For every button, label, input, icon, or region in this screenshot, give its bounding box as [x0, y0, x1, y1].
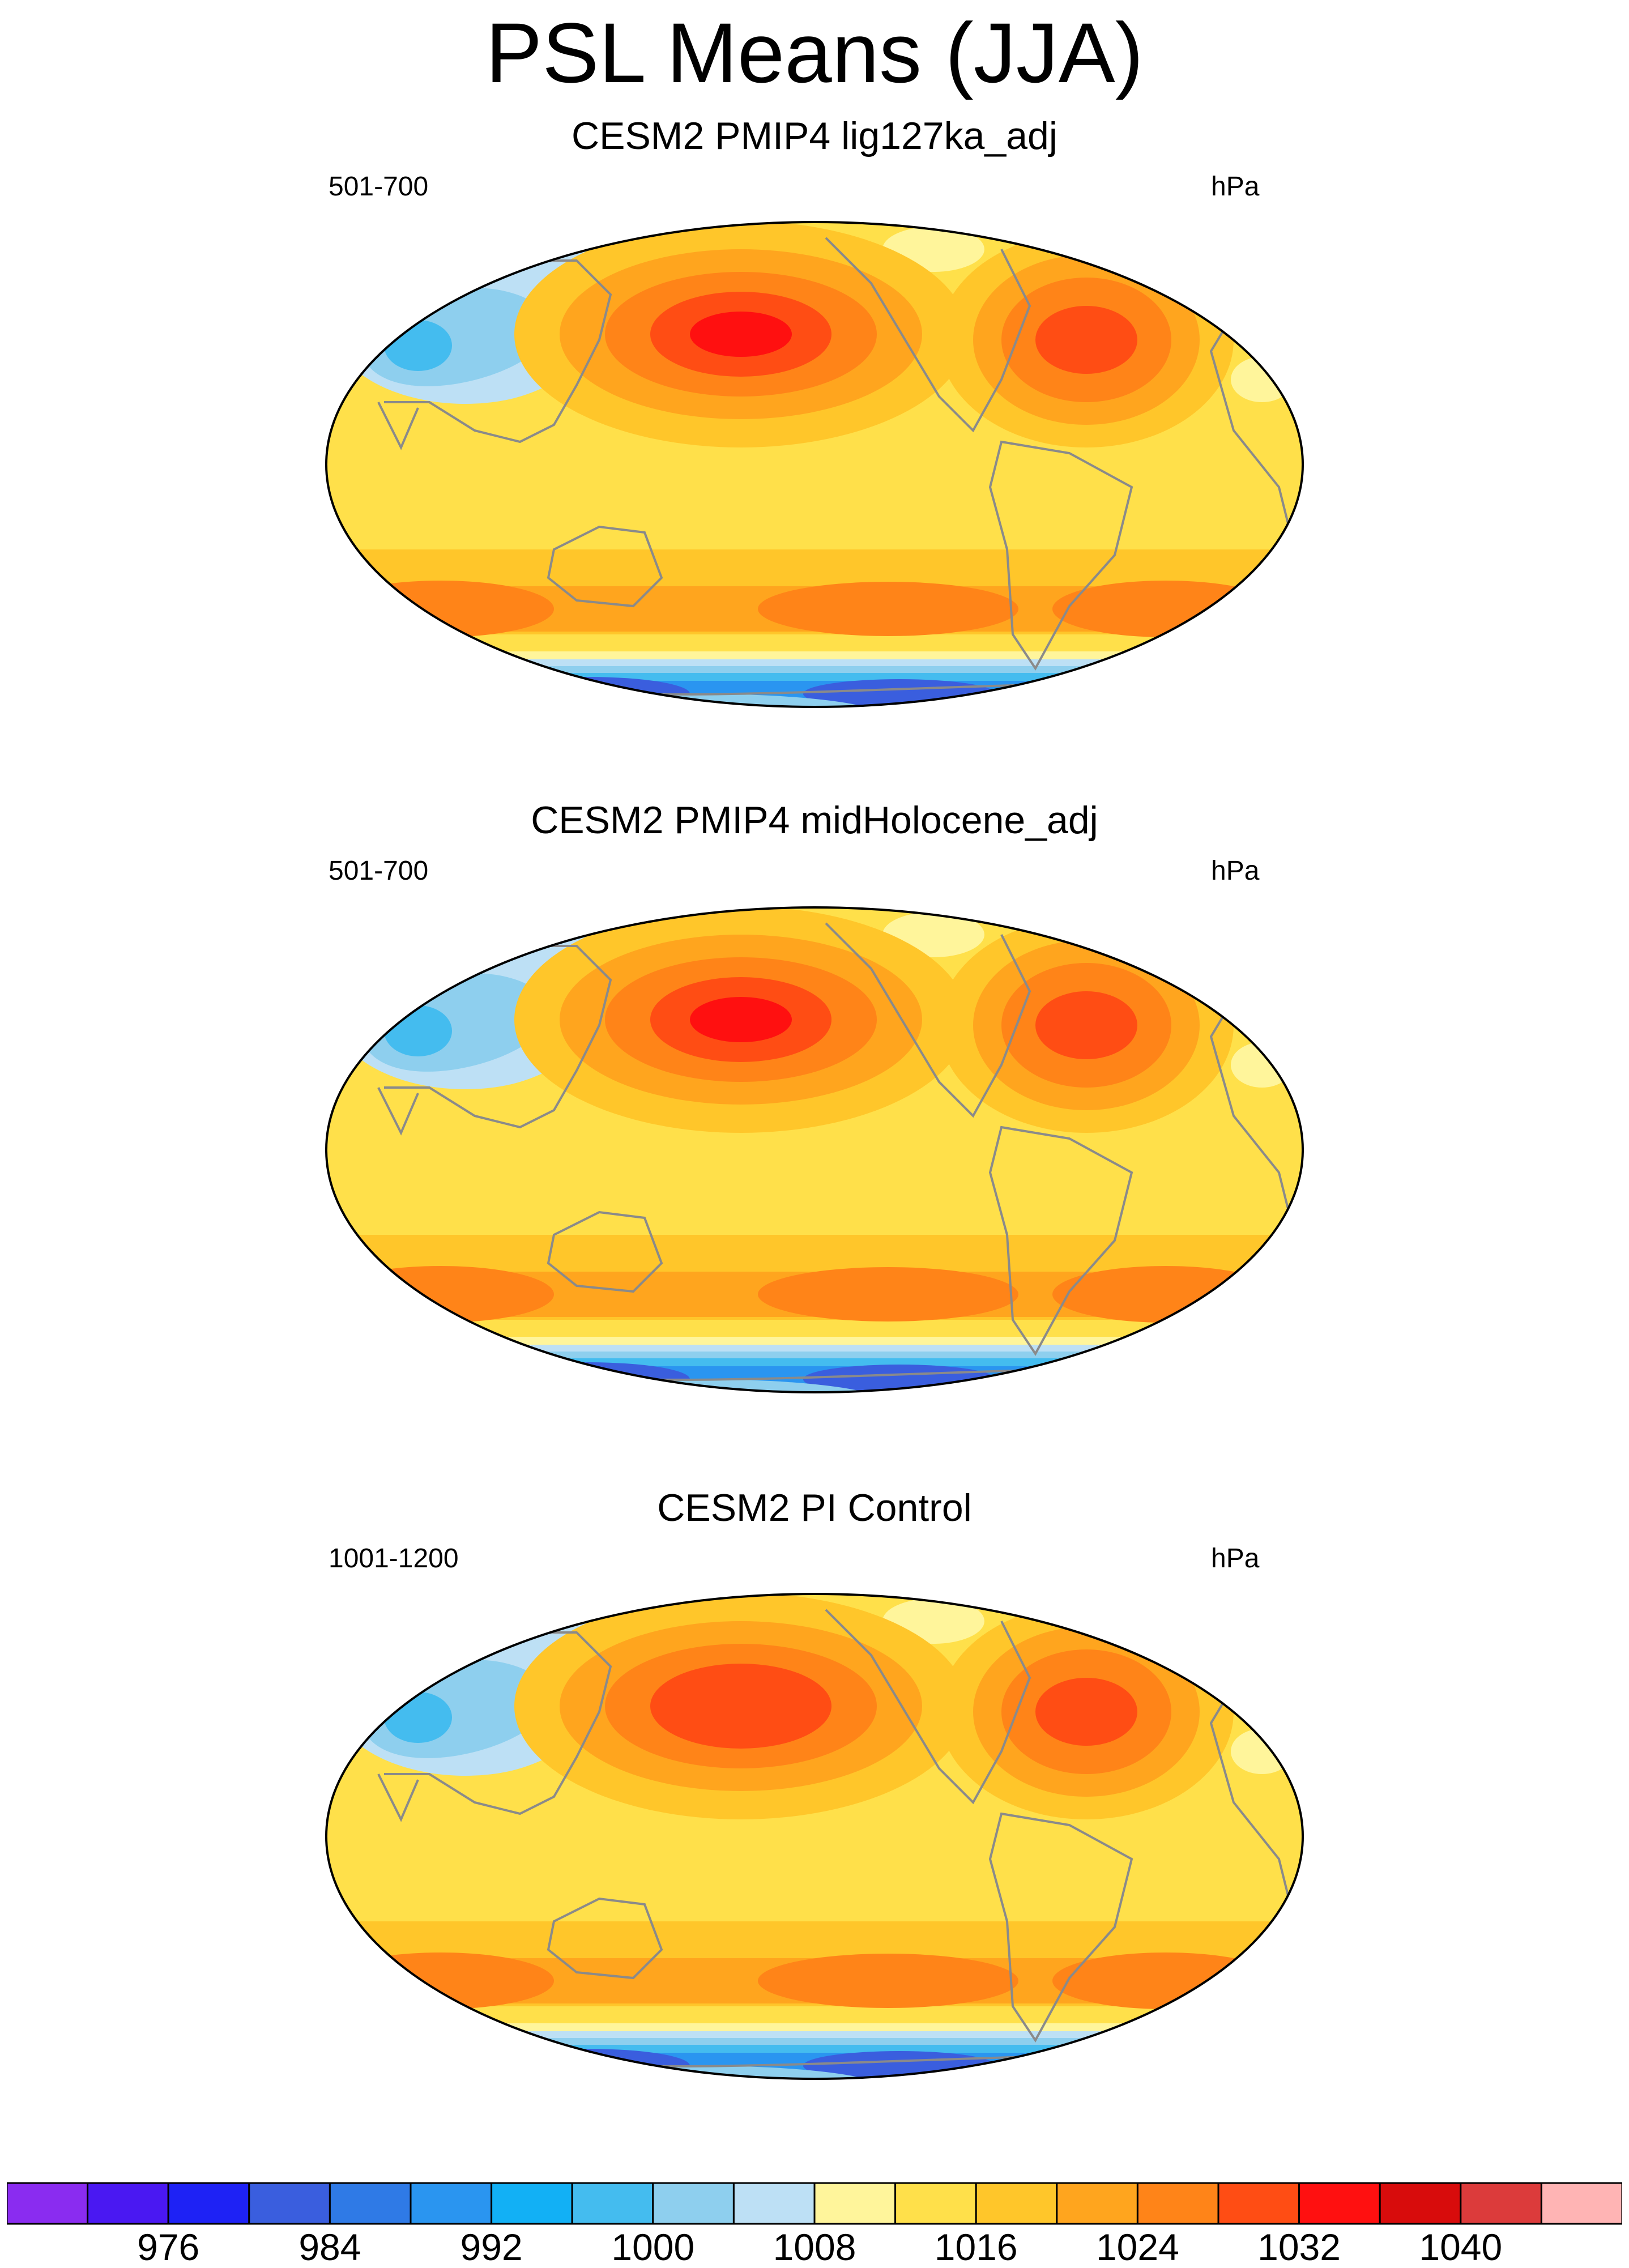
- colorbar-tick-label: 1040: [1419, 2226, 1503, 2268]
- coastline: [547, 525, 663, 608]
- panel-years-label: 501-700: [329, 172, 429, 202]
- panel-years-label: 1001-1200: [329, 1544, 459, 1574]
- sh-subtropical-high: [758, 582, 1018, 636]
- panel-units-label: hPa: [1211, 856, 1260, 886]
- coastline: [377, 402, 419, 450]
- colorbar-swatch: [894, 2182, 977, 2225]
- coastline: [825, 1609, 1031, 1805]
- band-low: [326, 2045, 1303, 2054]
- coastline: [547, 1210, 663, 1293]
- colorbar-tick-label: 1008: [773, 2226, 856, 2268]
- asian-low-core: [384, 1005, 452, 1056]
- north-pacific-high: [650, 1664, 831, 1749]
- colorbar-swatch: [87, 2182, 169, 2225]
- colorbar-swatch: [652, 2182, 735, 2225]
- colorbar-swatch: [7, 2182, 89, 2225]
- sh-subtropical-high: [758, 1954, 1018, 2008]
- north-atlantic-high: [1035, 991, 1137, 1059]
- colorbar-tick-label: 976: [137, 2226, 200, 2268]
- panel-title: CESM2 PMIP4 midHolocene_adj: [531, 799, 1098, 842]
- colorbar-swatch: [1460, 2182, 1542, 2225]
- north-pacific-high: [690, 997, 792, 1042]
- panel-units-label: hPa: [1211, 1544, 1260, 1574]
- sh-subtropical-high: [1052, 581, 1279, 637]
- colorbar-swatch: [410, 2182, 493, 2225]
- colorbar-tick-label: 1032: [1257, 2226, 1341, 2268]
- coastline: [547, 1897, 663, 1980]
- colorbar-swatch: [1540, 2182, 1622, 2225]
- panel-years-label: 501-700: [329, 856, 429, 886]
- psl-map-lig127ka: [325, 221, 1304, 708]
- colorbar-swatch: [248, 2182, 331, 2225]
- band-low: [326, 1358, 1303, 1367]
- band-transition: [326, 1337, 1303, 1346]
- north-atlantic-high: [1035, 306, 1137, 374]
- band-transition: [326, 651, 1303, 660]
- colorbar-swatch: [732, 2182, 816, 2225]
- sh-subtropical-high: [1052, 1266, 1279, 1323]
- colorbar-swatch: [1217, 2182, 1300, 2225]
- band-transition: [326, 666, 1303, 674]
- psl-map-midholocene: [325, 906, 1304, 1393]
- coastline: [825, 922, 1031, 1118]
- band-transition: [326, 659, 1303, 667]
- colorbar-tick-label: 1000: [611, 2226, 695, 2268]
- band-transition: [326, 1345, 1303, 1353]
- map-boundary: [325, 1593, 1304, 2080]
- colorbar-tick-label: 984: [298, 2226, 361, 2268]
- psl-map-pi-control: [325, 1593, 1304, 2080]
- coastline: [377, 1774, 419, 1822]
- colorbar-swatch: [167, 2182, 250, 2225]
- figure-title: PSL Means (JJA): [485, 5, 1144, 100]
- sh-subtropical-high: [1052, 1952, 1279, 2009]
- sh-subtropical-high: [758, 1267, 1018, 1321]
- colorbar-swatch: [1379, 2182, 1462, 2225]
- colorbar-swatch: [491, 2182, 573, 2225]
- asian-low-core: [384, 1692, 452, 1743]
- north-pacific-high: [690, 312, 792, 357]
- colorbar-swatch: [975, 2182, 1058, 2225]
- band-transition: [326, 2023, 1303, 2032]
- colorbar-swatch: [571, 2182, 654, 2225]
- southern-ocean-low: [1075, 679, 1234, 704]
- coastline: [825, 237, 1031, 433]
- colorbar-swatch: [813, 2182, 897, 2225]
- colorbar-tick-label: 1024: [1095, 2226, 1179, 2268]
- southern-ocean-low: [1075, 2050, 1234, 2075]
- band-low: [326, 673, 1303, 682]
- panel-title: CESM2 PI Control: [657, 1486, 972, 1529]
- map-boundary: [325, 221, 1304, 708]
- sh-subtropical-high: [327, 581, 554, 637]
- colorbar-swatch: [1298, 2182, 1381, 2225]
- coastline: [988, 440, 1133, 671]
- colorbar: [7, 2182, 1622, 2225]
- colorbar-swatch: [329, 2182, 412, 2225]
- colorbar-swatch: [1056, 2182, 1138, 2225]
- band-transition: [326, 2038, 1303, 2046]
- sh-subtropical-high: [327, 1266, 554, 1323]
- coastline: [988, 1812, 1133, 2043]
- band-transition: [326, 1352, 1303, 1359]
- panel-title: CESM2 PMIP4 lig127ka_adj: [571, 114, 1057, 157]
- band-transition: [326, 2031, 1303, 2039]
- panel-units-label: hPa: [1211, 172, 1260, 202]
- colorbar-tick-label: 1016: [934, 2226, 1018, 2268]
- coastline: [377, 1087, 419, 1136]
- map-boundary: [325, 906, 1304, 1393]
- colorbar-swatch: [1136, 2182, 1219, 2225]
- sh-subtropical-high: [327, 1952, 554, 2009]
- north-atlantic-high: [1035, 1678, 1137, 1746]
- asian-low-core: [384, 320, 452, 371]
- coastline: [988, 1126, 1133, 1356]
- southern-ocean-low: [1075, 1364, 1234, 1389]
- colorbar-tick-label: 992: [460, 2226, 523, 2268]
